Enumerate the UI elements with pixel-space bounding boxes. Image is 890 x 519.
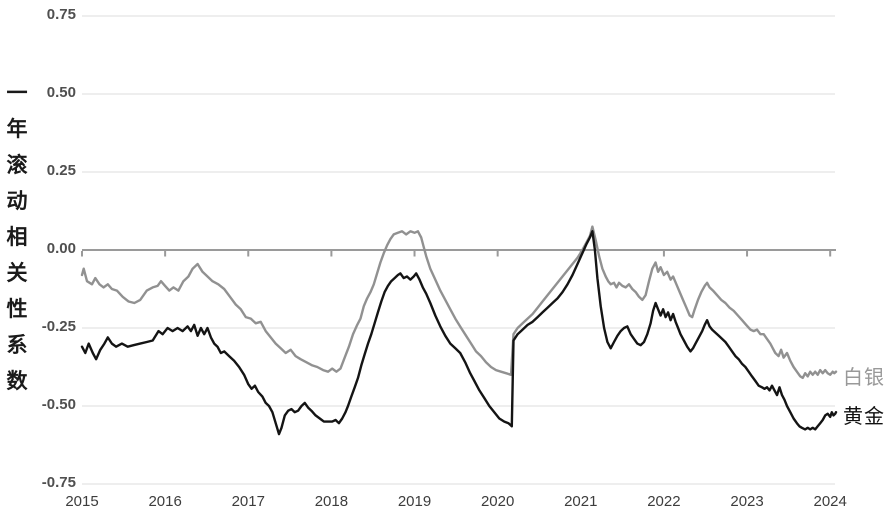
series-line-silver bbox=[80, 225, 838, 380]
y-axis-title-char: 动 bbox=[6, 190, 28, 213]
y-tick-label: -0.50 bbox=[41, 396, 76, 413]
x-tick-label: 2024 bbox=[813, 493, 847, 510]
x-tick-label: 2021 bbox=[564, 493, 598, 510]
y-tick-label: -0.25 bbox=[41, 318, 76, 335]
y-axis-title-char: 关 bbox=[6, 262, 28, 285]
series-line-gold bbox=[80, 230, 838, 436]
x-tick-label: 2022 bbox=[647, 493, 681, 510]
y-axis-title-char: 性 bbox=[6, 298, 28, 321]
y-tick-label: 0.00 bbox=[46, 240, 76, 257]
y-tick-label: 0.75 bbox=[46, 6, 76, 23]
legend-gold-label: 黄金 bbox=[843, 406, 885, 428]
x-tick-label: 2018 bbox=[314, 493, 349, 510]
y-axis-title: 一年滚动相关性系数 bbox=[4, 76, 30, 400]
x-tick-label: 2019 bbox=[397, 493, 432, 510]
y-axis-title-char: 相 bbox=[6, 226, 28, 249]
y-axis-title-char: 系 bbox=[6, 334, 28, 357]
x-tick-label: 2016 bbox=[148, 493, 182, 510]
x-tick-label: 2015 bbox=[65, 493, 99, 510]
x-tick-label: 2023 bbox=[730, 493, 764, 510]
legend-silver-label: 白银 bbox=[843, 367, 885, 389]
y-axis-title-char: 数 bbox=[6, 370, 28, 393]
y-tick-label: -0.75 bbox=[41, 474, 76, 491]
y-axis-title-char: 年 bbox=[6, 118, 28, 141]
y-axis-title-char: 滚 bbox=[6, 154, 28, 177]
x-tick-label: 2017 bbox=[231, 493, 265, 510]
y-tick-label: 0.50 bbox=[46, 84, 76, 101]
y-axis-title-char: 一 bbox=[6, 82, 28, 105]
x-tick-label: 2020 bbox=[480, 493, 515, 510]
y-tick-label: 0.25 bbox=[46, 162, 76, 179]
